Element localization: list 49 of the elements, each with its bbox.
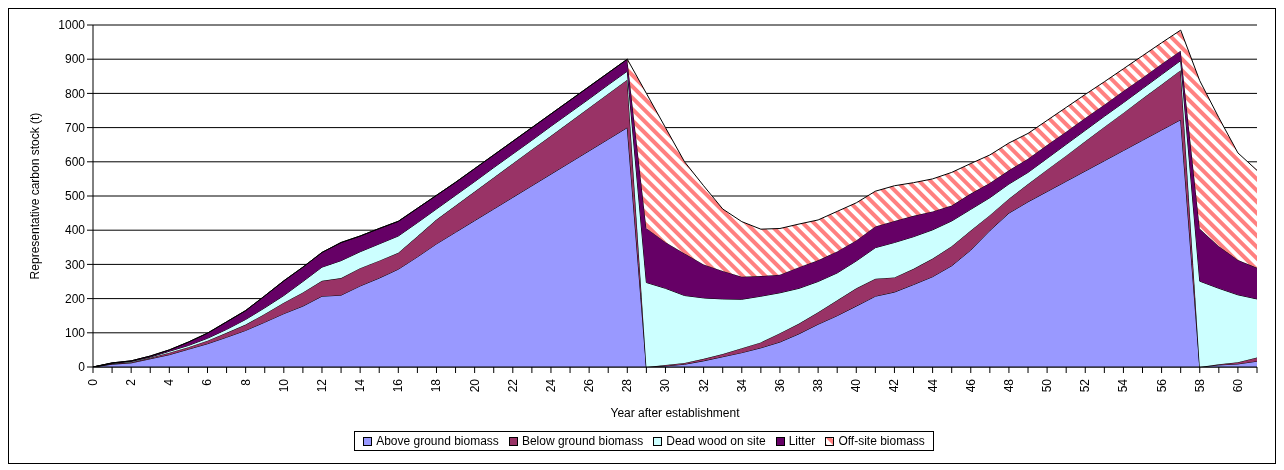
x-tick-label: 8 [238, 378, 253, 386]
y-tick-label: 500 [64, 189, 86, 204]
y-tick-label: 1000 [58, 18, 86, 33]
x-tick-label: 22 [505, 378, 520, 393]
y-tick-label: 600 [64, 155, 86, 170]
x-tick-label: 18 [429, 378, 444, 393]
x-tick-label: 48 [1001, 378, 1016, 393]
x-tick-label: 58 [1192, 378, 1207, 393]
x-tick-label: 44 [925, 378, 940, 393]
x-axis-title: Year after establishment [610, 406, 741, 420]
x-tick-label: 16 [391, 378, 406, 393]
x-tick-label: 28 [620, 378, 635, 393]
x-tick-label: 2 [124, 378, 139, 386]
y-tick-label: 100 [64, 326, 86, 341]
x-tick-label: 60 [1230, 378, 1245, 393]
x-tick-label: 24 [543, 378, 558, 393]
y-tick-label: 800 [64, 86, 86, 101]
y-tick-label: 300 [64, 257, 86, 272]
x-tick-label: 30 [658, 378, 673, 393]
x-tick-label: 40 [849, 378, 864, 393]
x-tick-label: 10 [276, 378, 291, 393]
legend-label: Off-site biomass [838, 434, 925, 448]
x-tick-label: 50 [1040, 378, 1055, 393]
x-tick-label: 4 [162, 378, 177, 386]
legend-label: Litter [788, 434, 816, 448]
x-tick-label: 32 [696, 378, 711, 393]
x-tick-label: 26 [582, 378, 597, 393]
y-tick-label: 200 [64, 291, 86, 306]
x-tick-label: 54 [1116, 378, 1131, 393]
legend-label: Dead wood on site [666, 434, 766, 448]
x-tick-label: 42 [887, 378, 902, 393]
x-tick-label: 52 [1078, 378, 1093, 393]
y-tick-label: 400 [64, 223, 86, 238]
legend-label: Above ground biomass [376, 434, 499, 448]
x-tick-label: 36 [772, 378, 787, 393]
y-tick-label: 0 [78, 360, 86, 375]
x-tick-label: 0 [86, 378, 100, 386]
y-tick-label: 700 [64, 120, 86, 135]
x-tick-label: 6 [200, 378, 215, 386]
x-tick-label: 46 [963, 378, 978, 393]
x-tick-label: 38 [811, 378, 826, 393]
x-tick-label: 56 [1154, 378, 1169, 393]
x-tick-label: 20 [467, 378, 482, 393]
x-tick-label: 14 [353, 378, 368, 393]
legend-label: Below ground biomass [521, 434, 644, 448]
y-tick-label: 900 [64, 52, 86, 67]
y-axis-title: Representative carbon stock (t) [28, 112, 43, 280]
x-tick-label: 34 [734, 378, 749, 393]
x-tick-label: 12 [314, 378, 329, 393]
